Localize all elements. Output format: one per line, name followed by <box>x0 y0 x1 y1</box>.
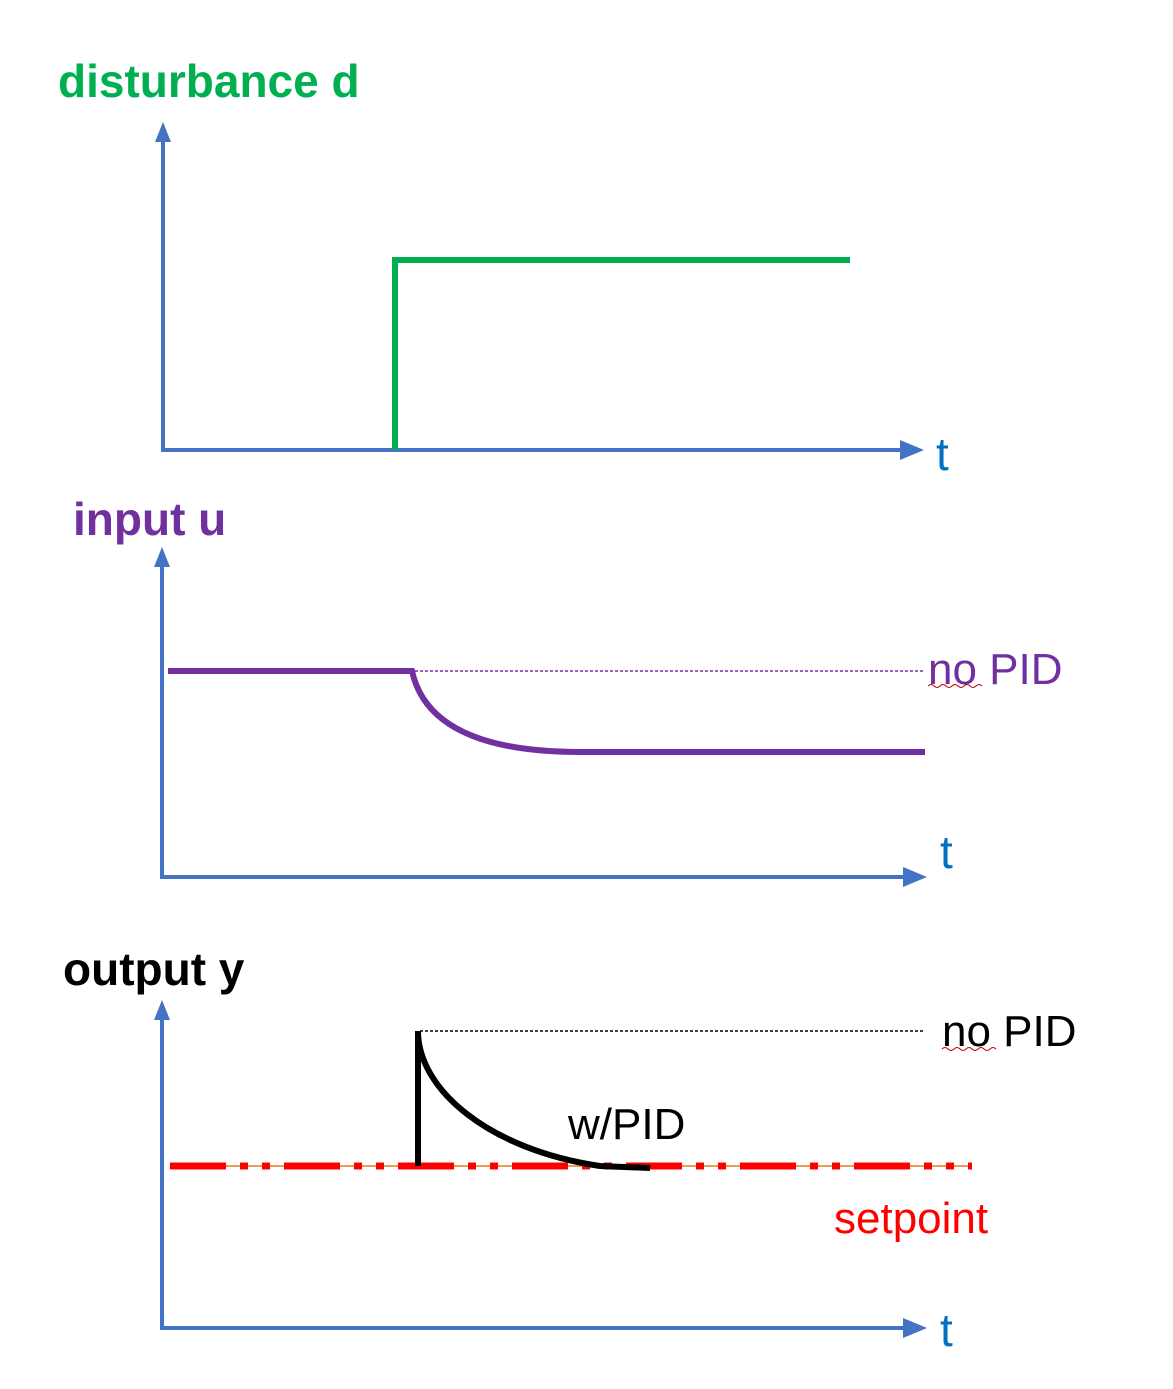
input-t-label: t <box>940 826 953 878</box>
disturbance-t-label: t <box>936 428 949 480</box>
input-panel: input u t no PID <box>73 493 1063 887</box>
output-spellcheck-underline <box>941 1047 997 1051</box>
output-no-pid-label: no PID <box>942 1007 1077 1056</box>
setpoint-label: setpoint <box>834 1194 988 1243</box>
output-w-pid-curve <box>415 1030 651 1171</box>
disturbance-panel: disturbance d t <box>58 55 949 480</box>
input-u-curve <box>168 668 925 755</box>
output-t-label: t <box>940 1304 953 1356</box>
input-title: input u <box>73 493 226 545</box>
output-panel: output y t no PID w/PID setpoint <box>63 943 1077 1356</box>
input-x-arrow-icon <box>903 867 927 887</box>
output-y-arrow-icon <box>154 1000 170 1020</box>
input-no-pid-label: no PID <box>928 645 1063 694</box>
input-spellcheck-underline <box>927 684 983 688</box>
disturbance-step-curve <box>392 257 850 450</box>
output-x-arrow-icon <box>903 1318 927 1338</box>
disturbance-title: disturbance d <box>58 55 360 107</box>
output-title: output y <box>63 943 245 995</box>
disturbance-x-arrow-icon <box>900 440 924 460</box>
input-y-arrow-icon <box>154 547 170 567</box>
output-w-pid-label: w/PID <box>567 1100 685 1149</box>
disturbance-y-arrow-icon <box>155 122 171 142</box>
